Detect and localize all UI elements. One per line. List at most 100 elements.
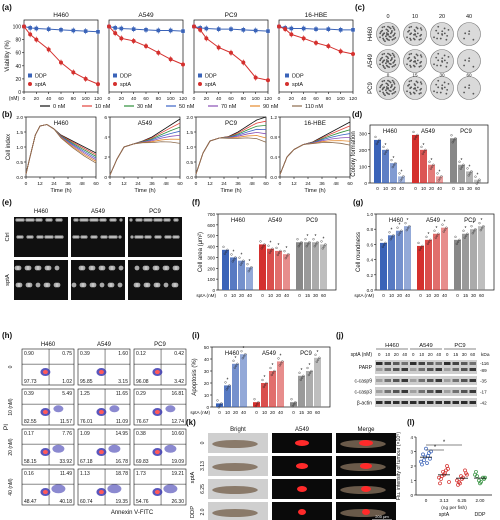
data-point (241, 261, 244, 264)
bar (240, 354, 247, 407)
x-tick-label: 48 (249, 181, 255, 187)
x-tick-label: 40 (131, 96, 137, 102)
y-tick-label: 1.0 (367, 212, 374, 217)
cell-blob (154, 265, 160, 271)
data-point (474, 228, 477, 231)
data-point (478, 178, 481, 181)
colony-dot (409, 87, 412, 90)
colony-dot (391, 79, 394, 82)
y-tick-label: 0.0 (186, 175, 193, 181)
data-point-DDP (46, 27, 51, 31)
data-point (381, 245, 384, 248)
bar (420, 149, 427, 183)
data-point (474, 175, 477, 178)
data-point (291, 405, 294, 408)
data-point (428, 456, 432, 461)
cell-blob (159, 218, 163, 222)
data-point (418, 248, 421, 251)
data-point-DDP (253, 28, 258, 33)
significance-star: * (235, 356, 237, 362)
band (384, 401, 391, 404)
x-tick-label: 0 (292, 410, 295, 415)
data-point-sptA (96, 82, 100, 87)
data-point (397, 233, 400, 236)
band (452, 368, 459, 371)
colony-dot (463, 37, 465, 40)
data-point-sptA (198, 27, 203, 32)
x-tick-label: 60 (58, 96, 64, 102)
colony-dot (381, 88, 384, 91)
event-cluster (109, 405, 120, 413)
band (418, 390, 425, 393)
colony-dot (383, 79, 386, 82)
colony-dot (443, 32, 446, 35)
colony-dot (443, 86, 446, 89)
band (384, 368, 391, 371)
colony-dot (413, 92, 416, 95)
micrograph (71, 260, 125, 300)
significance-star: * (393, 156, 395, 162)
y-tick-label: 40 (15, 64, 21, 70)
colony-dot (433, 36, 435, 39)
y-tick-label: 0.8 (270, 135, 277, 141)
micrograph (14, 260, 68, 300)
data-point (383, 243, 386, 246)
data-point-sptA (253, 75, 258, 80)
column-label: 0 (386, 14, 389, 20)
band (452, 362, 459, 365)
colony-dot (413, 65, 416, 68)
x-tick-label: 100 (337, 96, 345, 102)
significance-star: * (309, 363, 311, 369)
colony-dot (393, 28, 396, 31)
x-tick-label: 60 (263, 181, 269, 187)
data-point (425, 461, 429, 465)
kda-value: -42 (480, 401, 487, 406)
colony-dot (388, 26, 391, 29)
lane-dose: 0 (378, 352, 381, 357)
column-label: A549 (91, 209, 106, 215)
colony-dot (441, 57, 444, 60)
x-tick-label: 0 (452, 186, 455, 191)
x-tick-label: 48 (79, 181, 85, 187)
data-point (299, 378, 302, 381)
data-point (462, 163, 465, 166)
series-line (109, 126, 181, 176)
band (461, 390, 468, 393)
data-point-sptA (192, 24, 196, 29)
cell-blob (119, 218, 123, 222)
colony-dot (443, 54, 446, 57)
y-tick-label: 20 (15, 77, 21, 83)
bar (230, 257, 237, 290)
data-point (451, 141, 454, 144)
colony-dot (446, 34, 449, 37)
event-cluster (108, 444, 121, 453)
quadrant-value: 40.18 (59, 499, 72, 505)
colony-dot (445, 65, 448, 68)
band (376, 362, 383, 365)
x-tick-label: 12 (37, 181, 43, 187)
cell-blob (30, 235, 34, 239)
legend-label: 110 nM (305, 104, 323, 110)
data-point (312, 238, 315, 241)
x-tick-label: 10 (426, 293, 432, 298)
band (393, 379, 400, 382)
data-point (391, 166, 394, 169)
flow-plot (133, 348, 187, 386)
legend-label-DDP: DDP (120, 73, 132, 79)
event-cluster (53, 405, 64, 413)
bar (290, 402, 297, 407)
data-point (296, 238, 299, 241)
x-tick-label: 20 (119, 96, 125, 102)
event-cluster (52, 444, 65, 453)
blot-label: c-casp9 (354, 379, 372, 385)
colony-dot (441, 84, 444, 87)
data-point (263, 243, 266, 246)
y-tick-label: 300 (359, 131, 367, 137)
panel-letter: (c) (355, 3, 365, 12)
colony-dot (436, 64, 438, 67)
event-cluster (51, 484, 66, 494)
x-tick-label: 40 (284, 293, 290, 298)
colony-dot (393, 32, 396, 35)
colony-dot (419, 81, 422, 84)
colony-dot (393, 33, 396, 36)
